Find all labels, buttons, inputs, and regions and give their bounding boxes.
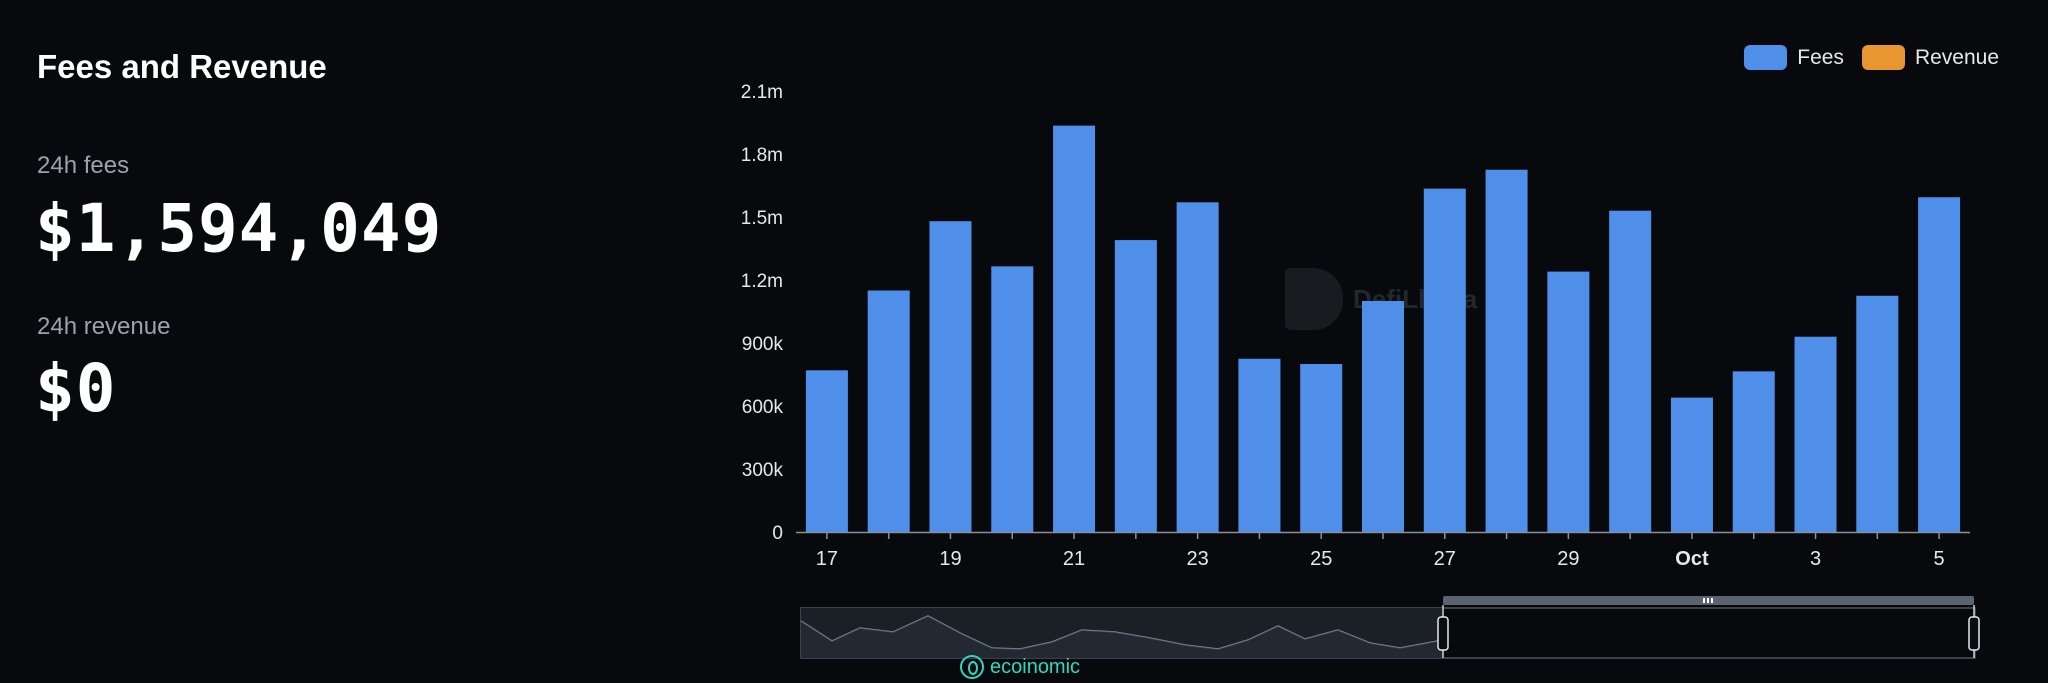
credit-text: ecoinomic — [990, 655, 1081, 678]
y-tick-label: 0 — [772, 523, 783, 544]
brush-grip-icon — [1707, 598, 1709, 603]
legend-swatch-fees — [1744, 45, 1788, 70]
fees-label: 24h fees — [37, 152, 130, 179]
panel-title: Fees and Revenue — [37, 48, 327, 85]
x-tick-label: Oct — [1675, 548, 1709, 570]
legend-label-fees: Fees — [1797, 45, 1844, 69]
bar-fees-26[interactable] — [1361, 301, 1405, 532]
bars — [805, 125, 1961, 533]
ecoinomic-logo-icon — [960, 655, 984, 679]
y-tick-label: 600k — [742, 397, 784, 418]
range-brush[interactable] — [800, 596, 1980, 659]
y-tick-label: 900k — [742, 334, 784, 355]
x-tick-label: 17 — [816, 548, 838, 570]
x-tick-label: 5 — [1934, 548, 1945, 570]
x-tick-label: 3 — [1810, 548, 1821, 570]
bar-fees-3[interactable] — [1794, 336, 1837, 532]
bar-fees-17[interactable] — [805, 370, 848, 532]
x-tick-label: 29 — [1557, 548, 1579, 570]
bar-fees-23[interactable] — [1176, 202, 1219, 533]
bar-fees-2[interactable] — [1732, 371, 1775, 532]
x-tick-label: 25 — [1310, 548, 1332, 570]
y-axis: 0 300k 600k 900k 1.2m 1.5m 1.8m 2.1m — [741, 82, 784, 544]
legend-label-revenue: Revenue — [1914, 45, 1999, 69]
brush-handle-right[interactable] — [1968, 616, 1980, 651]
brush-handle-left[interactable] — [1437, 616, 1449, 651]
y-tick-label: 1.5m — [741, 208, 783, 229]
legend-swatch-revenue — [1861, 45, 1905, 70]
bar-fees-20[interactable] — [991, 266, 1034, 532]
legend-item-revenue[interactable]: Revenue — [1861, 45, 1999, 70]
bar-fees-27[interactable] — [1423, 188, 1466, 532]
bar-fees-22[interactable] — [1114, 240, 1157, 532]
y-tick-label: 1.8m — [741, 145, 783, 166]
bar-fees-25[interactable] — [1300, 364, 1343, 532]
x-axis: 17 19 21 23 25 27 29 Oct 3 5 — [796, 531, 1970, 570]
bar-fees-29[interactable] — [1547, 271, 1590, 532]
x-tick-label: 23 — [1187, 548, 1209, 570]
legend-item-fees[interactable]: Fees — [1744, 45, 1844, 70]
credit-watermark: ecoinomic — [960, 655, 1080, 679]
bar-fees-Oct[interactable] — [1670, 397, 1713, 532]
y-tick-label: 2.1m — [741, 82, 783, 103]
bar-fees-19[interactable] — [929, 221, 972, 532]
chart-legend: Fees Revenue — [1726, 45, 1999, 70]
y-tick-label: 1.2m — [741, 271, 783, 292]
bar-fees-24[interactable] — [1238, 358, 1281, 532]
bar-fees-4[interactable] — [1856, 295, 1899, 532]
revenue-label: 24h revenue — [37, 313, 171, 340]
x-tick-label: 19 — [939, 548, 961, 570]
brush-grip-icon — [1711, 598, 1713, 603]
bar-fees-28[interactable] — [1485, 169, 1528, 532]
x-tick-label: 21 — [1063, 548, 1085, 570]
y-tick-label: 300k — [742, 460, 784, 481]
fees-value: $1,594,049 — [35, 190, 443, 267]
bar-fees-5[interactable] — [1918, 197, 1961, 533]
x-tick-label: 27 — [1434, 548, 1456, 570]
brush-sparkline-area — [801, 616, 1443, 658]
revenue-value: $0 — [35, 350, 117, 427]
defillama-logo-icon — [1285, 268, 1343, 330]
bar-fees-21[interactable] — [1053, 125, 1096, 533]
bar-fees-18[interactable] — [867, 290, 910, 533]
bar-fees-30[interactable] — [1609, 210, 1652, 532]
brush-grip-icon — [1703, 598, 1705, 603]
